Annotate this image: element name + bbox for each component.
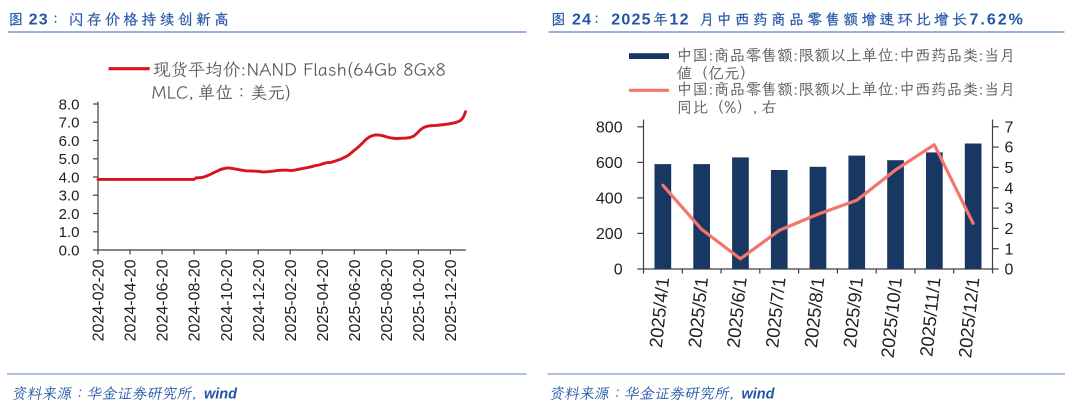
svg-text:7.0: 7.0: [59, 115, 80, 132]
svg-text:6: 6: [1005, 140, 1014, 157]
svg-text:5: 5: [1005, 160, 1014, 177]
svg-text:1.0: 1.0: [59, 224, 80, 241]
svg-text:4: 4: [1005, 180, 1014, 197]
svg-text:5.0: 5.0: [59, 151, 80, 168]
svg-text:2024-12-20: 2024-12-20: [251, 259, 268, 341]
svg-text:2024-10-20: 2024-10-20: [219, 259, 236, 341]
svg-text:3.0: 3.0: [59, 188, 80, 205]
svg-text:24: 24: [572, 12, 592, 29]
svg-text:800: 800: [596, 119, 623, 136]
svg-text:4.0: 4.0: [59, 169, 80, 186]
svg-text:wind: wind: [204, 387, 238, 403]
svg-text:2: 2: [1005, 221, 1014, 238]
svg-text:0: 0: [1005, 262, 1014, 279]
svg-text:2024-08-20: 2024-08-20: [187, 259, 204, 341]
svg-text:2024-02-20: 2024-02-20: [91, 259, 108, 341]
svg-text:2024-04-20: 2024-04-20: [123, 259, 140, 341]
svg-text:7.62%: 7.62%: [970, 12, 1025, 29]
svg-text:6.0: 6.0: [59, 133, 80, 150]
svg-text:200: 200: [596, 226, 623, 243]
svg-text:3: 3: [1005, 201, 1014, 218]
svg-text:1: 1: [1005, 241, 1014, 258]
svg-text:2025-08-20: 2025-08-20: [379, 259, 396, 341]
svg-text:2.0: 2.0: [59, 206, 80, 223]
svg-text:2025-02-20: 2025-02-20: [283, 259, 300, 341]
svg-text:2024-06-20: 2024-06-20: [155, 259, 172, 341]
svg-text:0: 0: [614, 262, 623, 279]
svg-text:12: 12: [670, 12, 690, 29]
svg-text:2025-04-20: 2025-04-20: [315, 259, 332, 341]
svg-text:0.0: 0.0: [59, 242, 80, 259]
svg-text:2025-12-20: 2025-12-20: [443, 259, 460, 341]
svg-text:2025-10-20: 2025-10-20: [411, 259, 428, 341]
svg-text:8.0: 8.0: [59, 96, 80, 113]
svg-text:400: 400: [596, 191, 623, 208]
svg-text:600: 600: [596, 155, 623, 172]
svg-text:2025: 2025: [611, 12, 651, 29]
svg-text:wind: wind: [742, 387, 776, 403]
svg-text:2025-06-20: 2025-06-20: [347, 259, 364, 341]
svg-text:23: 23: [29, 12, 49, 29]
svg-text:7: 7: [1005, 119, 1014, 136]
